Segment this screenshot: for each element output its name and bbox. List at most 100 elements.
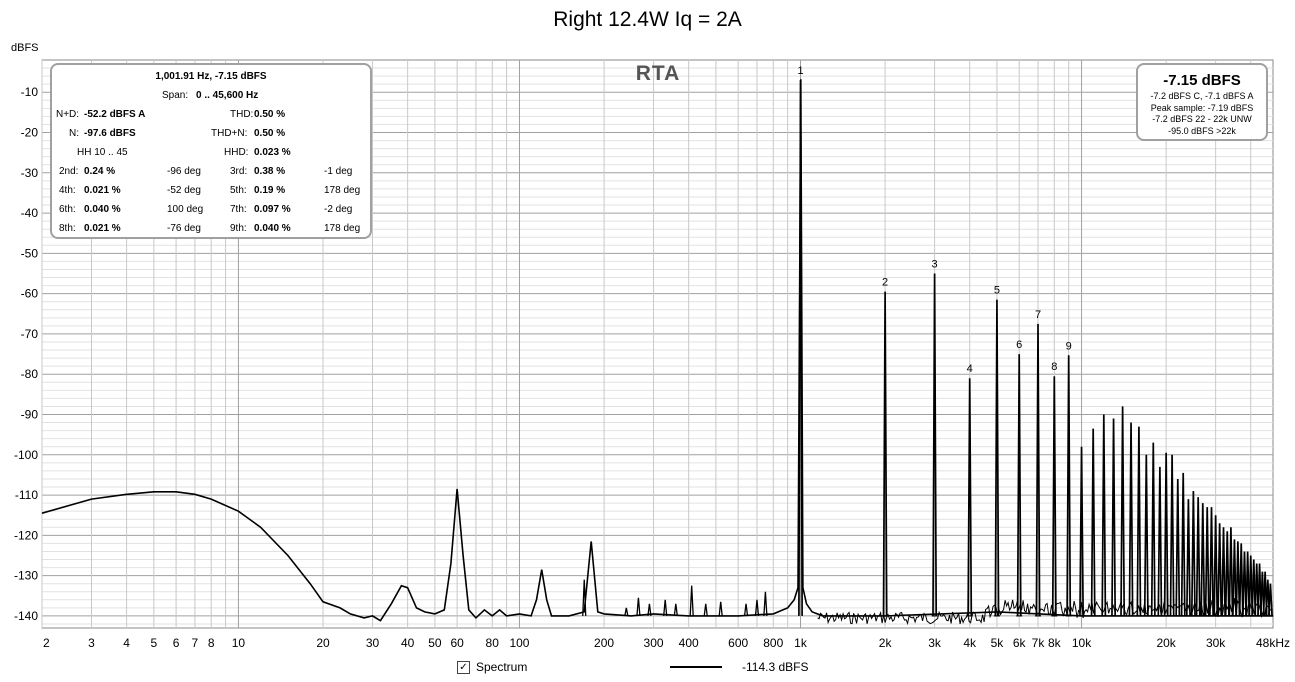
- harmonic-peak: [1051, 376, 1057, 616]
- legend-line-swatch: [670, 666, 722, 668]
- hh-range: HH 10 .. 45: [77, 147, 128, 158]
- harmonic-number-label: 1: [797, 65, 803, 77]
- harmonic-number-label: 7: [1035, 309, 1041, 321]
- x-tick-label: 3: [88, 636, 95, 650]
- x-tick-label: 400: [679, 636, 699, 650]
- harmonic-peak: [1221, 527, 1226, 616]
- freq-level-row: 1,001.91 Hz, -7.15 dBFS: [52, 71, 370, 85]
- x-tick-label: 200: [594, 636, 614, 650]
- x-tick-label: 6k: [1013, 636, 1027, 650]
- harmonic-number-label: 4: [967, 363, 973, 375]
- harmonic-peak: [1232, 539, 1237, 616]
- harmonic-phase: -2 deg: [324, 204, 353, 215]
- harmonic-label: 3rd:: [230, 166, 248, 177]
- y-tick-label: -60: [21, 287, 39, 301]
- spectrum-checkbox[interactable]: ✓: [457, 661, 470, 674]
- chart-title: Right 12.4W Iq = 2A: [553, 8, 742, 31]
- spur-peak: [636, 597, 641, 616]
- harmonic-peak: [1200, 503, 1206, 616]
- level-box[interactable]: -7.15 dBFS -7.2 dBFS C, -7.1 dBFS A Peak…: [1136, 63, 1268, 141]
- harmonic-peak: [1213, 515, 1219, 616]
- harmonic-value: 0.097 %: [254, 204, 291, 215]
- harmonic-row: 8th: 0.021 % -76 deg 9th: 0.040 % 178 deg: [52, 223, 370, 237]
- y-tick-label: -140: [14, 609, 38, 623]
- harmonic-peak: [1228, 527, 1234, 616]
- harmonic-peak: [1128, 422, 1134, 616]
- harmonic-peak: [1016, 354, 1022, 616]
- level-line: Peak sample: -7.19 dBFS: [1150, 102, 1254, 113]
- tick-layer: -10 -20 -30 -40 -50 -60 -70 -80 -90 -100 -110 -120 -…: [14, 85, 1290, 650]
- harmonic-phase: 100 deg: [167, 204, 204, 215]
- harmonic-peak: [967, 378, 973, 616]
- y-tick-label: -110: [15, 488, 38, 502]
- harmonic-label: 9th:: [230, 223, 247, 234]
- y-tick-label: -10: [21, 85, 39, 99]
- harmonic-peak: [1242, 551, 1247, 616]
- x-tick-label: 30: [366, 636, 380, 650]
- spur-peak: [647, 603, 652, 616]
- x-tick-label: 40: [401, 636, 415, 650]
- harmonic-peak: [994, 299, 1000, 616]
- level-line: -7.2 dBFS 22 - 22k UNW: [1152, 114, 1252, 124]
- harmonic-peak: [882, 291, 888, 616]
- harmonic-phase: 178 deg: [324, 223, 361, 234]
- x-tick-label: 300: [644, 636, 664, 650]
- spur-peak: [743, 603, 749, 616]
- y-tick-label: -50: [21, 246, 39, 260]
- thdn-value: 0.50 %: [254, 128, 286, 139]
- harmonic-peak: [1195, 497, 1201, 616]
- harmonic-peak: [1035, 323, 1041, 616]
- thd-value: 0.50 %: [254, 109, 286, 120]
- spur-peak: [582, 579, 587, 616]
- n-value: -97.6 dBFS: [84, 128, 136, 139]
- harmonic-number-label: 9: [1066, 340, 1072, 352]
- harmonic-row: 2nd: 0.24 % -96 deg 3rd: 0.38 % -1 deg: [52, 166, 370, 180]
- harmonic-peak: [1245, 551, 1251, 616]
- x-tick-label: 800: [763, 636, 783, 650]
- nd-value: -52.2 dBFS A: [84, 109, 146, 120]
- n-label: N:: [69, 128, 79, 139]
- spectrum-legend-label[interactable]: Spectrum: [476, 660, 528, 674]
- harmonic-phase: 178 deg: [324, 185, 361, 196]
- hhd-value: 0.023 %: [254, 147, 291, 158]
- spur-peak: [763, 591, 768, 616]
- harmonic-peak: [1163, 452, 1169, 616]
- harmonic-peak: [798, 80, 803, 616]
- harmonic-peak: [1150, 442, 1156, 616]
- level-line: -7.2 dBFS C, -7.1 dBFS A: [1150, 91, 1254, 101]
- y-tick-label: -20: [21, 126, 39, 140]
- y-tick-label: -70: [21, 327, 39, 341]
- x-tick-label: 4: [123, 636, 130, 650]
- harmonic-value: 0.19 %: [254, 185, 286, 196]
- trace-layer: [41, 79, 1274, 626]
- harmonic-peak: [1224, 531, 1230, 616]
- harmonic-row: 6th: 0.040 % 100 deg 7th: 0.097 % -2 deg: [52, 204, 370, 218]
- harmonic-number-label: 3: [932, 259, 938, 271]
- harmonic-phase: -96 deg: [167, 166, 201, 177]
- harmonic-peak: [1204, 507, 1210, 616]
- n-thdn-row: N: -97.6 dBFS THD+N: 0.50 %: [52, 128, 370, 142]
- harmonic-peak: [1157, 466, 1163, 616]
- x-tick-label: 5k: [991, 636, 1005, 650]
- spur-peak: [718, 601, 723, 616]
- harmonic-peak: [932, 273, 938, 616]
- x-tick-label: 4k: [963, 636, 977, 650]
- harmonic-peak: [1190, 491, 1196, 616]
- x-tick-label: 3k: [928, 636, 942, 650]
- spur-peak: [624, 607, 629, 617]
- spur-peak: [689, 585, 694, 616]
- y-tick-label: -30: [21, 166, 39, 180]
- measurement-info-box[interactable]: 1,001.91 Hz, -7.15 dBFS Span: 0 .. 45,60…: [50, 63, 372, 239]
- harmonic-value: 0.24 %: [84, 166, 116, 177]
- harmonic-peak: [1101, 414, 1107, 616]
- harmonic-peak: [1209, 507, 1214, 616]
- legend-level-value: -114.3 dBFS: [742, 660, 809, 674]
- y-tick-label: -120: [14, 528, 38, 542]
- x-tick-label: 1k: [794, 636, 808, 650]
- freq-level: 1,001.91 Hz, -7.15 dBFS: [155, 71, 267, 82]
- x-tick-label: 100: [509, 636, 529, 650]
- harmonic-row: 4th: 0.021 % -52 deg 5th: 0.19 % 178 deg: [52, 185, 370, 199]
- harmonic-peak: [1235, 541, 1241, 616]
- harmonic-number-label: 8: [1051, 361, 1057, 373]
